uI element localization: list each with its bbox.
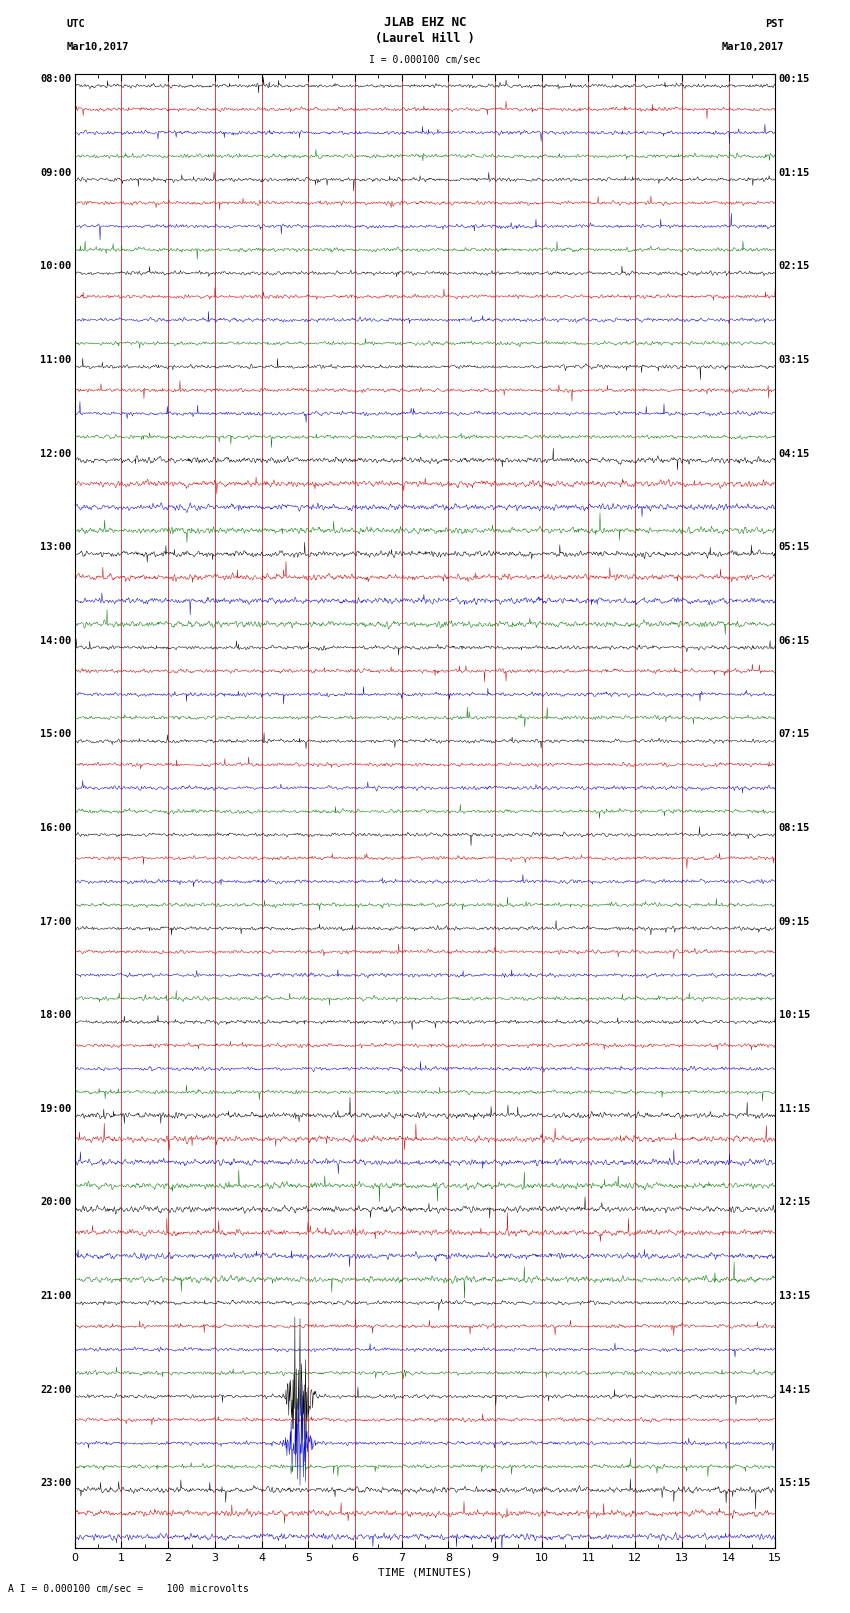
Text: 13:00: 13:00 — [40, 542, 71, 552]
Text: 09:00: 09:00 — [40, 168, 71, 177]
Text: I = 0.000100 cm/sec: I = 0.000100 cm/sec — [369, 55, 481, 65]
Text: 14:15: 14:15 — [779, 1384, 810, 1395]
Text: 23:00: 23:00 — [40, 1478, 71, 1489]
Text: 08:15: 08:15 — [779, 823, 810, 832]
Text: 13:15: 13:15 — [779, 1290, 810, 1302]
Text: 22:00: 22:00 — [40, 1384, 71, 1395]
Text: PST: PST — [765, 19, 784, 29]
Text: 17:00: 17:00 — [40, 916, 71, 926]
Text: 20:00: 20:00 — [40, 1197, 71, 1208]
Text: Mar10,2017: Mar10,2017 — [66, 42, 129, 52]
Text: 08:00: 08:00 — [40, 74, 71, 84]
Text: 18:00: 18:00 — [40, 1010, 71, 1021]
Text: 16:00: 16:00 — [40, 823, 71, 832]
Text: 09:15: 09:15 — [779, 916, 810, 926]
Text: 11:00: 11:00 — [40, 355, 71, 365]
Text: 10:15: 10:15 — [779, 1010, 810, 1021]
Text: 01:15: 01:15 — [779, 168, 810, 177]
Text: 00:15: 00:15 — [779, 74, 810, 84]
Text: 19:00: 19:00 — [40, 1103, 71, 1115]
Text: 15:15: 15:15 — [779, 1478, 810, 1489]
Text: 03:15: 03:15 — [779, 355, 810, 365]
Text: 04:15: 04:15 — [779, 448, 810, 458]
Text: 06:15: 06:15 — [779, 636, 810, 645]
Text: 15:00: 15:00 — [40, 729, 71, 739]
Text: UTC: UTC — [66, 19, 85, 29]
Text: 11:15: 11:15 — [779, 1103, 810, 1115]
Text: 12:15: 12:15 — [779, 1197, 810, 1208]
Text: 14:00: 14:00 — [40, 636, 71, 645]
Text: 10:00: 10:00 — [40, 261, 71, 271]
Text: Mar10,2017: Mar10,2017 — [721, 42, 784, 52]
Text: 07:15: 07:15 — [779, 729, 810, 739]
Text: 05:15: 05:15 — [779, 542, 810, 552]
Text: (Laurel Hill ): (Laurel Hill ) — [375, 32, 475, 45]
Text: 02:15: 02:15 — [779, 261, 810, 271]
Text: A I = 0.000100 cm/sec =    100 microvolts: A I = 0.000100 cm/sec = 100 microvolts — [8, 1584, 249, 1594]
Text: JLAB EHZ NC: JLAB EHZ NC — [383, 16, 467, 29]
X-axis label: TIME (MINUTES): TIME (MINUTES) — [377, 1568, 473, 1578]
Text: 21:00: 21:00 — [40, 1290, 71, 1302]
Text: 12:00: 12:00 — [40, 448, 71, 458]
